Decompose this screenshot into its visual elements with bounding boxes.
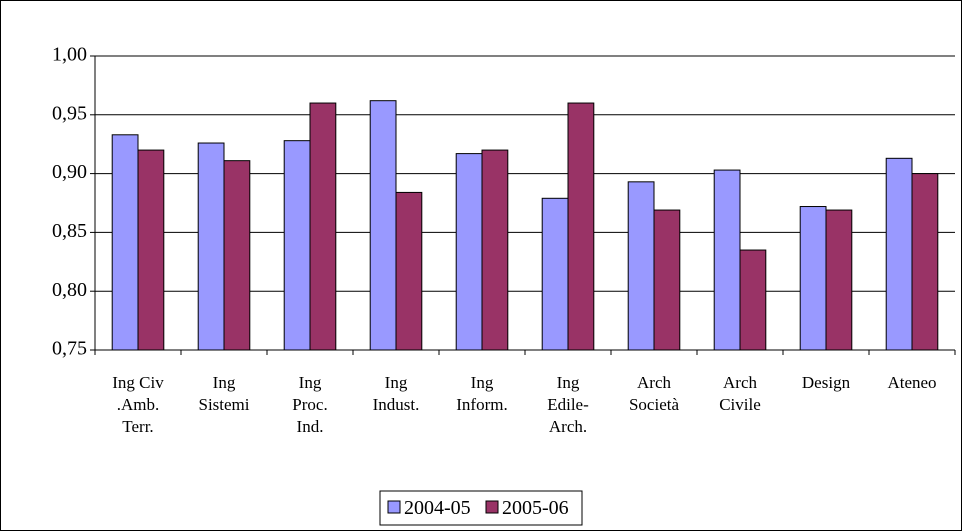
legend-label: 2005-06 xyxy=(502,497,569,519)
bar xyxy=(481,149,509,351)
bar xyxy=(885,157,913,351)
y-tick-label: 1,00 xyxy=(52,44,87,66)
bar xyxy=(799,206,827,351)
legend-label: 2004-05 xyxy=(404,497,471,519)
bar xyxy=(111,134,139,351)
legend-swatch xyxy=(485,500,499,514)
x-tick-label: Ing Proc. Ind. xyxy=(292,373,327,436)
x-tick-label: Ing Indust. xyxy=(373,373,420,414)
y-tick-label: 0,85 xyxy=(52,220,87,242)
x-tick-label: Arch Società xyxy=(629,373,679,414)
x-tick-label: Ing Edile-Arch. xyxy=(547,373,589,436)
legend: 2004-05 2005-06 xyxy=(379,490,583,526)
bar xyxy=(309,102,337,351)
bar xyxy=(369,100,397,351)
bar xyxy=(627,181,655,351)
x-tick-label: Ing Sistemi xyxy=(198,373,249,414)
bar xyxy=(395,191,423,351)
legend-box xyxy=(379,490,583,526)
x-tick-label: Ing Inform. xyxy=(456,373,507,414)
x-tick-label: Design xyxy=(802,373,851,392)
legend-swatch xyxy=(387,500,401,514)
y-tick-label: 0,75 xyxy=(52,338,87,360)
bar xyxy=(825,209,853,351)
bar xyxy=(137,149,165,351)
x-tick-label: Ateneo xyxy=(887,373,936,392)
y-tick-label: 0,95 xyxy=(52,102,87,124)
bar xyxy=(541,197,569,351)
bar xyxy=(653,209,681,351)
bar xyxy=(283,140,311,351)
bar xyxy=(455,153,483,351)
bar xyxy=(713,169,741,351)
y-tick-label: 0,90 xyxy=(52,161,87,183)
y-tick-label: 0,80 xyxy=(52,279,87,301)
bar xyxy=(739,249,767,351)
x-tick-label: Arch Civile xyxy=(719,373,761,414)
bar xyxy=(197,142,225,351)
bar xyxy=(567,102,595,351)
x-tick-label: Ing Civ .Amb. Terr. xyxy=(112,373,164,436)
bar xyxy=(911,173,939,351)
bar xyxy=(223,160,251,351)
